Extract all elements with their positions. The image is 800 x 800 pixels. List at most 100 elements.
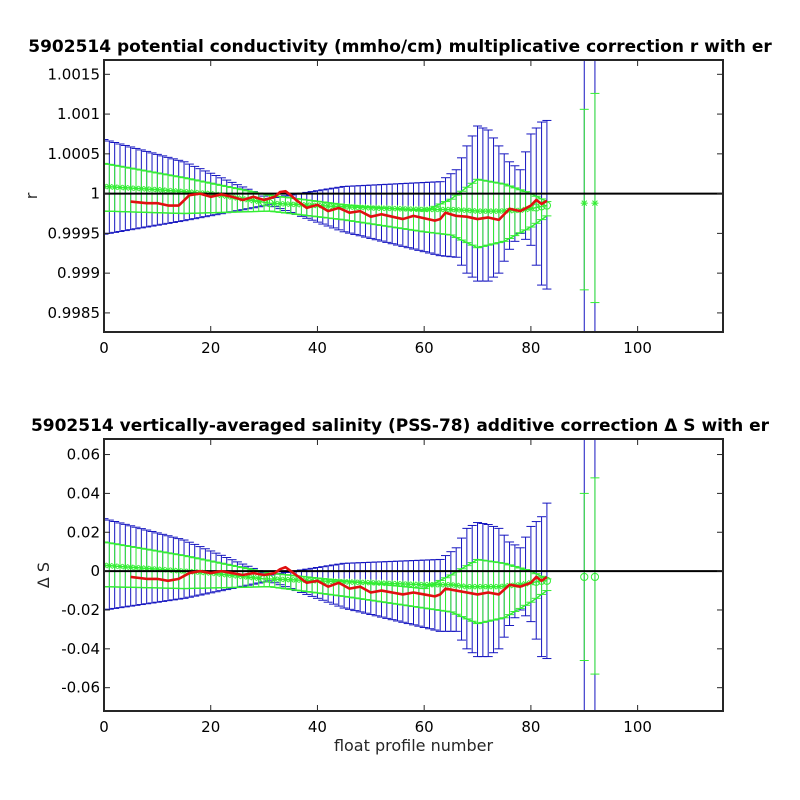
fit-marker-star-d2 xyxy=(245,574,251,580)
fit-marker-star-d2 xyxy=(480,583,486,590)
x-tick-label: 20 xyxy=(201,339,220,357)
fit-marker-star-d2 xyxy=(485,208,492,214)
error-bar-green xyxy=(590,477,600,675)
x-tick-label: 80 xyxy=(521,339,540,357)
x-tick-label: 40 xyxy=(308,339,327,357)
fit-marker-star-d2 xyxy=(426,581,433,588)
fit-marker-star-d2 xyxy=(122,184,129,191)
fit-marker-star-d2 xyxy=(104,183,107,188)
fit-marker-star xyxy=(399,205,407,213)
fit-marker-star-d2 xyxy=(383,580,390,587)
fit-marker-star-d2 xyxy=(442,206,449,213)
chart-title: 5902514 vertically-averaged salinity (PS… xyxy=(31,416,770,436)
upper-envelope-line xyxy=(104,541,548,590)
x-tick-label: 0 xyxy=(99,339,109,357)
fit-marker-star-d2 xyxy=(330,203,337,210)
fit-marker-star xyxy=(591,199,599,207)
fit-marker-star-d2 xyxy=(431,206,438,213)
fit-marker-star xyxy=(468,207,476,215)
error-bar-green xyxy=(579,108,589,291)
fit-marker-star-d2 xyxy=(277,200,283,207)
fit-marker-star xyxy=(255,574,263,582)
fit-marker-circle xyxy=(590,572,600,582)
fit-marker-star-d2 xyxy=(490,583,497,590)
x-tick-label: 20 xyxy=(201,718,220,736)
axes-box xyxy=(103,438,724,712)
fit-marker-star xyxy=(148,185,156,193)
fit-marker-star-d2 xyxy=(362,204,369,211)
fit-marker-star-d2 xyxy=(282,576,289,583)
fit-marker-star-d2 xyxy=(405,581,412,587)
fit-marker-star-d2 xyxy=(282,201,289,207)
fit-marker-star-d2 xyxy=(437,206,444,213)
fit-marker-star xyxy=(458,582,466,590)
fit-marker-star-d2 xyxy=(378,205,385,212)
fit-marker-star-d2 xyxy=(106,183,113,190)
fit-marker-star xyxy=(452,581,460,589)
fit-marker-star-d2 xyxy=(127,185,134,191)
fit-marker-star xyxy=(479,207,487,215)
fit-marker-star-d1 xyxy=(104,185,107,190)
fit-marker-star-d2 xyxy=(501,583,508,590)
fit-marker-star-d2 xyxy=(170,187,177,194)
fit-marker-star-d2 xyxy=(437,581,444,588)
fit-marker-star-d2 xyxy=(362,579,369,586)
fit-marker-star-d2 xyxy=(149,186,155,193)
fit-marker-circle xyxy=(532,203,541,212)
fit-marker-star xyxy=(356,203,364,211)
fit-marker-star-d2 xyxy=(271,576,278,582)
fit-marker-star xyxy=(393,205,401,213)
error-bar-green xyxy=(590,92,600,304)
fit-marker-star-d2 xyxy=(383,205,390,212)
fit-marker-star-d2 xyxy=(394,580,401,587)
fit-marker-star-d2 xyxy=(442,581,449,588)
salinity-correction-chart: 5902514 vertically-averaged salinity (PS… xyxy=(31,416,770,755)
fit-marker-star xyxy=(249,574,257,582)
fit-marker-star-d2 xyxy=(122,563,129,570)
y-axis-label: r xyxy=(22,192,41,199)
fit-marker-star-d2 xyxy=(469,583,476,590)
fit-marker-star-d2 xyxy=(447,581,454,588)
fit-marker-star xyxy=(143,564,151,572)
x-tick-label: 80 xyxy=(521,718,540,736)
fit-marker-star-d2 xyxy=(117,563,123,570)
fit-marker-star xyxy=(255,197,263,205)
fit-marker-star xyxy=(377,579,385,587)
y-axis-label: Δ S xyxy=(34,562,53,588)
fit-marker-star xyxy=(292,200,300,208)
fit-marker-star-d2 xyxy=(389,580,396,587)
fit-marker-circle xyxy=(537,576,546,585)
y-tick-label: 0.999 xyxy=(57,264,100,282)
fit-marker-star-d2 xyxy=(453,582,460,589)
fit-marker-star xyxy=(249,197,257,205)
fit-marker-star xyxy=(324,202,332,210)
fit-marker-star-d2 xyxy=(104,562,107,566)
fit-marker-star-d2 xyxy=(111,563,118,569)
fit-marker-star xyxy=(580,199,588,207)
y-tick-label: 0.06 xyxy=(67,446,100,464)
x-axis-label: float profile number xyxy=(334,736,494,755)
fit-marker-star-d2 xyxy=(117,184,123,191)
fit-marker-star-d2 xyxy=(490,208,497,214)
fit-marker-star-d2 xyxy=(143,565,150,572)
fit-marker-star xyxy=(367,579,375,587)
fit-marker-star-d2 xyxy=(346,579,353,585)
fit-marker-star xyxy=(452,206,460,214)
fit-marker-star-d2 xyxy=(389,205,396,212)
fit-marker-star-d2 xyxy=(133,185,139,192)
fit-marker-star-d2 xyxy=(480,208,486,214)
fit-marker-star-d2 xyxy=(501,208,508,214)
fit-marker-star-d2 xyxy=(277,576,283,583)
fit-marker-star-d2 xyxy=(474,208,481,214)
y-tick-label: 1 xyxy=(90,185,100,203)
fit-marker-star xyxy=(426,206,434,214)
error-bar-green xyxy=(579,492,589,661)
fit-marker-star-d2 xyxy=(496,583,502,590)
fit-marker-star-d2 xyxy=(378,580,385,587)
x-tick-label: 60 xyxy=(415,339,434,357)
y-tick-label: 0.04 xyxy=(67,484,100,502)
fit-marker-star-d2 xyxy=(250,197,257,204)
fit-marker-star-d2 xyxy=(415,581,422,588)
